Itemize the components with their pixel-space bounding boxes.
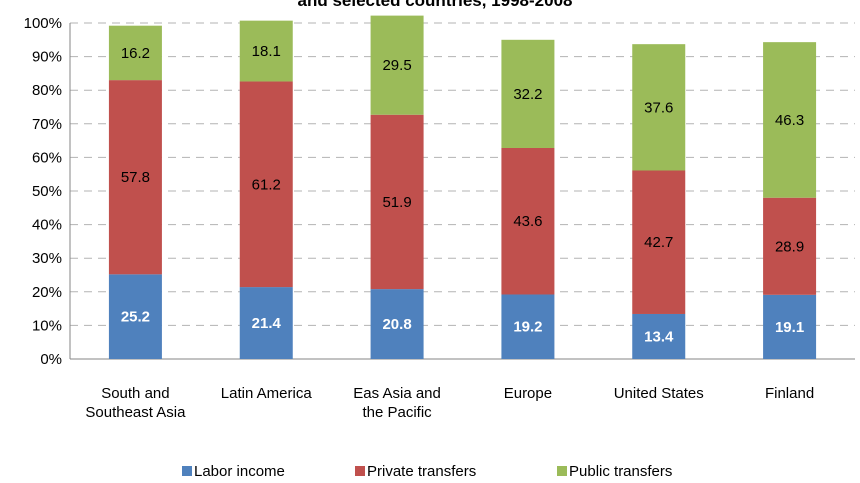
bar-segment <box>370 15 424 115</box>
gridlines <box>70 22 855 326</box>
x-category-line: United States <box>614 385 704 402</box>
bar-segment <box>239 81 293 288</box>
bar-segment <box>501 39 555 148</box>
data-label: 28.9 <box>775 238 804 255</box>
data-label: 25.2 <box>121 309 150 326</box>
x-category-label: Eas Asia and the Pacific <box>353 385 441 421</box>
data-labels: 25.2 57.8 16.2 21.4 61.2 18.1 20.8 51.9 29.5 19.2… <box>121 43 804 345</box>
x-category-line: the Pacific <box>362 404 432 421</box>
legend: Labor income Private transfers Public tran… <box>182 463 672 480</box>
legend-label: Public transfers <box>569 463 672 480</box>
y-tick-label: 90% <box>32 49 62 66</box>
data-label: 21.4 <box>252 315 282 332</box>
x-axis: South and Southeast Asia Latin America Eas … <box>85 385 814 421</box>
bar-segment <box>501 294 555 359</box>
bar-segment <box>632 170 686 314</box>
bar-segment <box>632 44 686 171</box>
data-label: 19.1 <box>775 319 804 336</box>
x-category-label: Europe <box>504 385 552 402</box>
x-category-line: Europe <box>504 385 552 402</box>
chart-title: and selected countries, 1998-2008 <box>298 0 573 10</box>
x-category-label: Finland <box>765 385 814 402</box>
x-category-line: Latin America <box>221 385 313 402</box>
y-tick-label: 10% <box>32 317 62 334</box>
y-tick-label: 40% <box>32 217 62 234</box>
y-tick-label: 70% <box>32 116 62 133</box>
data-label: 29.5 <box>382 57 411 74</box>
bar-segment <box>763 294 817 359</box>
x-category-line: Finland <box>765 385 814 402</box>
y-tick-label: 0% <box>40 351 62 368</box>
bars <box>108 15 817 359</box>
y-tick-label: 30% <box>32 250 62 267</box>
legend-swatch <box>182 466 192 476</box>
y-axis: 0% 10% 20% 30% 40% 50% 60% 70% 80% 90% 100% <box>24 15 855 368</box>
data-label: 51.9 <box>382 194 411 211</box>
x-category-line: Southeast Asia <box>85 404 186 421</box>
data-label: 42.7 <box>644 234 673 251</box>
data-label: 37.6 <box>644 99 673 116</box>
bar-segment <box>239 287 293 359</box>
bar-segment <box>632 313 686 359</box>
y-tick-label: 50% <box>32 183 62 200</box>
legend-label: Labor income <box>194 463 285 480</box>
bar-segment <box>239 20 293 82</box>
data-label: 19.2 <box>513 319 542 336</box>
legend-swatch <box>355 466 365 476</box>
x-category-line: South and <box>101 385 169 402</box>
data-label: 13.4 <box>644 328 674 345</box>
y-tick-label: 80% <box>32 82 62 99</box>
data-label: 18.1 <box>252 43 281 60</box>
bar-segment <box>763 42 817 198</box>
data-label: 61.2 <box>252 176 281 193</box>
data-label: 20.8 <box>382 316 411 333</box>
data-label: 46.3 <box>775 112 804 129</box>
data-label: 43.6 <box>513 213 542 230</box>
bar-segment <box>370 289 424 359</box>
bar-segment <box>501 147 555 295</box>
x-category-label: South and Southeast Asia <box>85 385 186 421</box>
y-tick-label: 100% <box>24 15 62 32</box>
y-tick-label: 20% <box>32 284 62 301</box>
bar-segment <box>370 114 424 290</box>
data-label: 32.2 <box>513 86 542 103</box>
legend-label: Private transfers <box>367 463 476 480</box>
x-category-label: Latin America <box>221 385 313 402</box>
bar-segment <box>108 274 162 359</box>
y-tick-label: 60% <box>32 149 62 166</box>
x-category-label: United States <box>614 385 704 402</box>
data-label: 16.2 <box>121 45 150 62</box>
bar-segment <box>108 25 162 81</box>
bar-segment <box>108 80 162 275</box>
data-label: 57.8 <box>121 169 150 186</box>
x-category-line: Eas Asia and <box>353 385 441 402</box>
legend-swatch <box>557 466 567 476</box>
bar-segment <box>763 197 817 295</box>
